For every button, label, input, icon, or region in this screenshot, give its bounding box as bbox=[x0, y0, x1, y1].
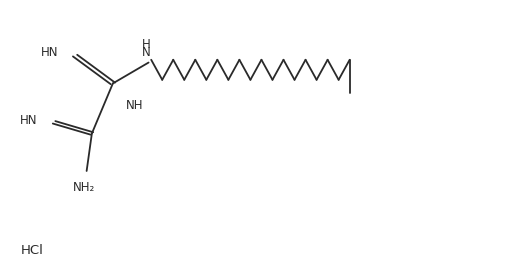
Text: HN: HN bbox=[20, 115, 38, 127]
Text: HCl: HCl bbox=[21, 244, 44, 257]
Text: H: H bbox=[142, 38, 150, 51]
Text: HN: HN bbox=[41, 46, 59, 59]
Text: N: N bbox=[142, 46, 150, 59]
Text: NH: NH bbox=[126, 99, 144, 112]
Text: NH₂: NH₂ bbox=[73, 181, 95, 193]
